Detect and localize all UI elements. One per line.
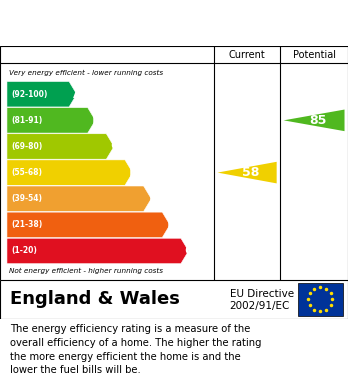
Text: England & Wales: England & Wales [10,290,180,308]
Text: B: B [92,113,102,127]
Text: 85: 85 [309,114,326,127]
Text: EU Directive: EU Directive [230,289,294,300]
Text: A: A [73,87,84,101]
Polygon shape [7,186,151,212]
Text: The energy efficiency rating is a measure of the
overall efficiency of a home. T: The energy efficiency rating is a measur… [10,325,262,375]
Text: (81-91): (81-91) [11,116,42,125]
Polygon shape [218,162,277,183]
Text: (92-100): (92-100) [11,90,48,99]
Text: (69-80): (69-80) [11,142,42,151]
Polygon shape [7,81,77,107]
Text: (21-38): (21-38) [11,221,42,230]
Text: F: F [167,218,176,232]
Polygon shape [7,160,133,185]
Bar [298,283,343,316]
Polygon shape [7,134,114,159]
Text: 58: 58 [242,166,259,179]
Text: (1-20): (1-20) [11,246,37,255]
Text: D: D [129,166,140,179]
Text: Current: Current [229,50,266,59]
Text: C: C [111,140,121,154]
Text: G: G [184,244,196,258]
Polygon shape [284,109,345,131]
Text: Very energy efficient - lower running costs: Very energy efficient - lower running co… [9,70,163,76]
Text: Energy Efficiency Rating: Energy Efficiency Rating [10,14,239,32]
Text: E: E [148,192,158,206]
Text: (55-68): (55-68) [11,168,42,177]
Polygon shape [7,238,189,264]
Text: Not energy efficient - higher running costs: Not energy efficient - higher running co… [9,268,163,274]
Polygon shape [7,212,170,238]
Text: (39-54): (39-54) [11,194,42,203]
Text: 2002/91/EC: 2002/91/EC [230,301,290,311]
Text: Potential: Potential [293,50,335,59]
Polygon shape [7,108,95,133]
